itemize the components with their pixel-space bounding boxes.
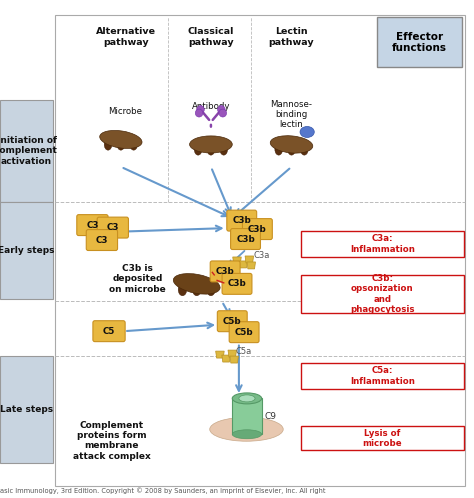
Ellipse shape [130, 139, 137, 150]
Circle shape [218, 106, 225, 114]
Ellipse shape [117, 139, 125, 150]
Text: Complement
proteins form
membrane
attack complex: Complement proteins form membrane attack… [73, 421, 150, 461]
Ellipse shape [275, 144, 283, 155]
Circle shape [197, 106, 204, 114]
Ellipse shape [104, 139, 112, 150]
FancyBboxPatch shape [242, 219, 272, 240]
Text: Early steps: Early steps [0, 246, 55, 255]
Ellipse shape [232, 430, 262, 439]
Ellipse shape [190, 136, 232, 153]
Text: Classical
pathway: Classical pathway [188, 27, 234, 47]
Text: C3a: C3a [254, 251, 270, 260]
Ellipse shape [288, 144, 295, 155]
Text: C3b:
opsonization
and
phagocytosis: C3b: opsonization and phagocytosis [350, 274, 415, 314]
Text: Late steps: Late steps [0, 405, 53, 414]
FancyBboxPatch shape [93, 321, 125, 342]
Ellipse shape [239, 395, 255, 402]
FancyBboxPatch shape [232, 398, 262, 434]
FancyBboxPatch shape [377, 17, 462, 67]
Ellipse shape [192, 283, 201, 296]
Text: C3b: C3b [236, 235, 255, 244]
Polygon shape [230, 356, 238, 363]
FancyBboxPatch shape [0, 356, 53, 463]
FancyBboxPatch shape [230, 229, 261, 249]
Ellipse shape [173, 273, 220, 294]
Text: asic Immunology, 3rd Edition. Copyright © 2008 by Saunders, an imprint of Elsevi: asic Immunology, 3rd Edition. Copyright … [0, 488, 326, 494]
Text: C5a:
Inflammation: C5a: Inflammation [350, 367, 415, 385]
FancyBboxPatch shape [229, 322, 259, 343]
Text: C3b: C3b [232, 216, 251, 225]
Text: Lysis of
microbe: Lysis of microbe [363, 429, 402, 448]
Ellipse shape [194, 144, 202, 155]
Ellipse shape [207, 283, 215, 296]
Circle shape [219, 109, 227, 117]
Text: C3a:
Inflammation: C3a: Inflammation [350, 235, 415, 253]
Ellipse shape [232, 393, 262, 404]
Text: C3b: C3b [228, 279, 246, 288]
Text: C5: C5 [103, 327, 115, 336]
Text: C3b: C3b [216, 267, 235, 276]
Polygon shape [233, 257, 241, 264]
Text: C3b is
deposited
on microbe: C3b is deposited on microbe [109, 264, 166, 294]
Ellipse shape [300, 126, 314, 137]
Text: Effector
functions: Effector functions [392, 31, 447, 53]
Ellipse shape [207, 144, 215, 155]
Text: Lectin
pathway: Lectin pathway [269, 27, 314, 47]
Text: C3b: C3b [248, 225, 267, 234]
Polygon shape [228, 350, 237, 357]
FancyBboxPatch shape [0, 100, 53, 202]
FancyBboxPatch shape [301, 363, 464, 389]
Ellipse shape [100, 130, 142, 148]
Text: C9: C9 [264, 412, 276, 421]
Ellipse shape [220, 144, 228, 155]
Text: C5a: C5a [236, 347, 252, 356]
FancyBboxPatch shape [97, 217, 128, 238]
Polygon shape [216, 351, 224, 358]
Text: Mannose-
binding
lectin: Mannose- binding lectin [271, 100, 312, 129]
Text: C5b: C5b [235, 328, 254, 337]
FancyBboxPatch shape [77, 215, 108, 236]
Text: Antibody: Antibody [191, 102, 230, 111]
Polygon shape [239, 261, 247, 268]
Text: C5b: C5b [223, 317, 242, 326]
FancyBboxPatch shape [222, 273, 252, 294]
Text: C3: C3 [96, 236, 108, 245]
FancyBboxPatch shape [301, 231, 464, 257]
FancyBboxPatch shape [301, 426, 464, 450]
FancyBboxPatch shape [301, 275, 464, 313]
Polygon shape [222, 355, 230, 362]
Ellipse shape [178, 283, 187, 296]
Text: Microbe: Microbe [109, 107, 143, 116]
Polygon shape [247, 262, 255, 269]
FancyBboxPatch shape [210, 261, 240, 282]
FancyBboxPatch shape [55, 15, 465, 486]
FancyBboxPatch shape [86, 230, 118, 250]
Text: Alternative
pathway: Alternative pathway [96, 27, 155, 47]
Ellipse shape [270, 136, 313, 153]
Text: Initiation of
complement
activation: Initiation of complement activation [0, 136, 58, 165]
Circle shape [195, 109, 203, 117]
Text: C3: C3 [107, 223, 119, 232]
FancyBboxPatch shape [0, 202, 53, 299]
Ellipse shape [210, 417, 283, 441]
Ellipse shape [301, 144, 308, 155]
Polygon shape [245, 256, 254, 263]
FancyBboxPatch shape [217, 311, 247, 332]
Text: C3: C3 [86, 221, 99, 230]
FancyBboxPatch shape [227, 210, 257, 231]
